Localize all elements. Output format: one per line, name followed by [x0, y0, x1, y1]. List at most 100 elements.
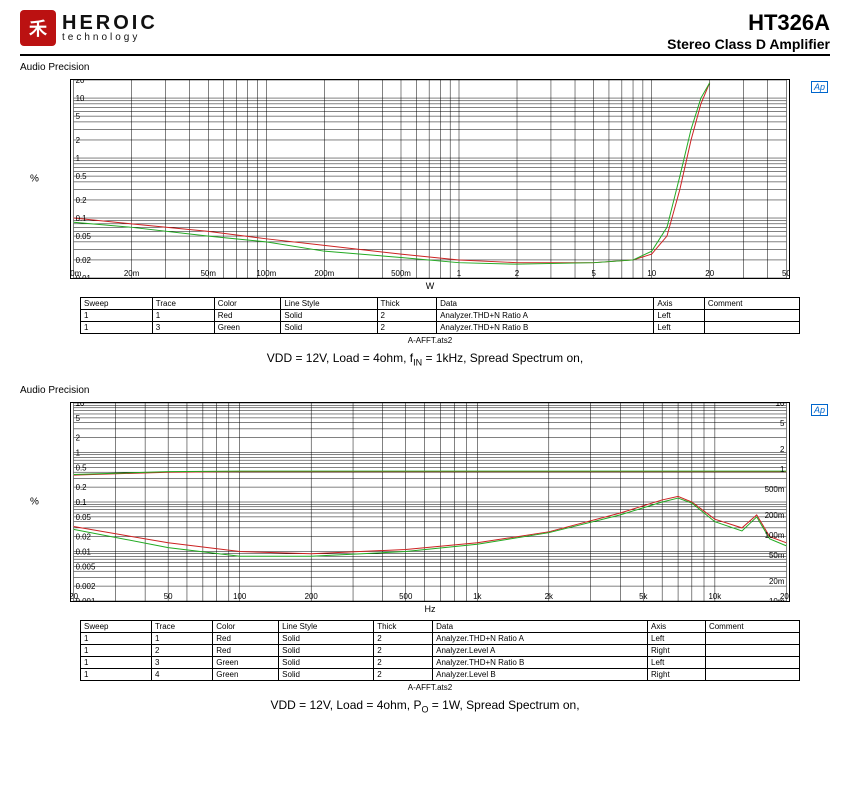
svg-text:20: 20: [76, 80, 85, 85]
chart1-cap-post: = 1kHz, Spread Spectrum on,: [422, 351, 583, 365]
chart1-caption: VDD = 12V, Load = 4ohm, fIN = 1kHz, Spre…: [20, 351, 830, 367]
svg-text:0.5: 0.5: [76, 464, 88, 473]
ap-label-1: Audio Precision: [20, 62, 830, 73]
logo-mark-icon: 禾: [20, 10, 56, 46]
svg-text:20m: 20m: [124, 269, 140, 278]
svg-text:500m: 500m: [765, 485, 785, 494]
svg-text:100m: 100m: [765, 531, 785, 540]
legend-col: Trace: [152, 298, 214, 310]
legend-col: Thick: [377, 298, 437, 310]
legend-col: Axis: [648, 621, 706, 633]
svg-text:200: 200: [305, 592, 319, 601]
svg-text:2: 2: [76, 434, 80, 443]
logo: 禾 HEROIC technology: [20, 10, 158, 46]
svg-text:100m: 100m: [256, 269, 276, 278]
chart2-cap-post: = 1W, Spread Spectrum on,: [428, 698, 579, 712]
svg-text:50m: 50m: [769, 551, 785, 560]
svg-text:0.005: 0.005: [76, 563, 96, 572]
svg-text:2k: 2k: [545, 592, 553, 601]
chart2-cap-pre: VDD = 12V, Load = 4ohm, P: [270, 698, 421, 712]
legend-row: 11RedSolid2Analyzer.THD+N Ratio ALeft: [81, 633, 800, 645]
ap-label-2: Audio Precision: [20, 385, 830, 396]
chart2: 20501002005001k2k5k10k20k0.0010.0020.005…: [70, 402, 790, 602]
svg-text:5: 5: [76, 414, 81, 423]
svg-text:0.002: 0.002: [76, 582, 96, 591]
chart1-cap-pre: VDD = 12V, Load = 4ohm, f: [267, 351, 413, 365]
svg-text:10: 10: [776, 403, 785, 408]
part-description: Stereo Class D Amplifier: [667, 36, 830, 52]
legend-col: Sweep: [81, 298, 153, 310]
svg-text:0.02: 0.02: [76, 256, 91, 265]
chart1-wrap: % 10m20m50m100m200m500m1251020500.010.02…: [70, 79, 830, 279]
svg-text:0.001: 0.001: [76, 597, 96, 601]
svg-text:2: 2: [515, 269, 519, 278]
svg-text:5: 5: [591, 269, 596, 278]
legend-col: Color: [213, 621, 279, 633]
svg-text:0.01: 0.01: [76, 548, 92, 557]
svg-text:200m: 200m: [765, 511, 785, 520]
svg-text:50: 50: [164, 592, 173, 601]
svg-text:50m: 50m: [201, 269, 217, 278]
svg-text:1: 1: [76, 449, 81, 458]
svg-text:20m: 20m: [769, 577, 785, 586]
legend-col: Trace: [151, 621, 212, 633]
svg-text:1: 1: [780, 465, 785, 474]
svg-text:10: 10: [76, 94, 85, 103]
svg-text:0.05: 0.05: [76, 513, 92, 522]
svg-text:5: 5: [76, 112, 81, 121]
legend-col: Comment: [704, 298, 799, 310]
svg-text:500: 500: [399, 592, 413, 601]
chart2-legend-table: SweepTraceColorLine StyleThickDataAxisCo…: [80, 620, 800, 681]
svg-text:100: 100: [233, 592, 247, 601]
svg-text:0.05: 0.05: [76, 232, 92, 241]
part-number: HT326A: [667, 10, 830, 36]
legend-col: Data: [433, 621, 648, 633]
svg-text:50: 50: [782, 269, 789, 278]
svg-text:0.2: 0.2: [76, 196, 87, 205]
svg-text:0.5: 0.5: [76, 172, 88, 181]
chart2-y-label: %: [30, 497, 39, 508]
legend-row: 13GreenSolid2Analyzer.THD+N Ratio BLeft: [81, 322, 800, 334]
svg-text:10k: 10k: [709, 592, 722, 601]
legend-col: Sweep: [81, 621, 152, 633]
svg-text:1: 1: [76, 154, 81, 163]
legend-row: 13GreenSolid2Analyzer.THD+N Ratio BLeft: [81, 657, 800, 669]
legend-col: Comment: [705, 621, 799, 633]
chart1-legend-table: SweepTraceColorLine StyleThickDataAxisCo…: [80, 297, 800, 334]
chart2-file: A-AFFT.ats2: [70, 683, 790, 692]
legend-col: Line Style: [281, 298, 377, 310]
svg-text:0.1: 0.1: [76, 498, 88, 507]
svg-text:2: 2: [76, 136, 80, 145]
chart2-caption: VDD = 12V, Load = 4ohm, PO = 1W, Spread …: [20, 698, 830, 714]
legend-col: Data: [437, 298, 654, 310]
ap-badge-icon-2: Ap: [811, 404, 828, 416]
chart1-y-label: %: [30, 174, 39, 185]
chart1-cap-sub: IN: [413, 357, 422, 367]
page-header: 禾 HEROIC technology HT326A Stereo Class …: [20, 10, 830, 56]
svg-text:2: 2: [780, 445, 784, 454]
svg-text:10: 10: [76, 403, 85, 408]
chart1-x-label: W: [70, 281, 790, 291]
chart2-x-label: Hz: [70, 604, 790, 614]
legend-row: 11RedSolid2Analyzer.THD+N Ratio ALeft: [81, 310, 800, 322]
ap-badge-icon: Ap: [811, 81, 828, 93]
brand-name: HEROIC: [62, 13, 158, 33]
svg-text:0.02: 0.02: [76, 533, 91, 542]
legend-col: Axis: [654, 298, 704, 310]
svg-text:5k: 5k: [639, 592, 647, 601]
legend-col: Thick: [374, 621, 433, 633]
svg-text:0.2: 0.2: [76, 483, 87, 492]
legend-row: 12RedSolid2Analyzer.Level ARight: [81, 645, 800, 657]
svg-text:1: 1: [457, 269, 462, 278]
chart1: 10m20m50m100m200m500m1251020500.010.020.…: [70, 79, 790, 279]
svg-text:0.01: 0.01: [76, 274, 92, 278]
svg-text:5: 5: [780, 419, 785, 428]
svg-text:500m: 500m: [391, 269, 411, 278]
chart2-wrap: % W 20501002005001k2k5k10k20k0.0010.0020…: [70, 402, 830, 602]
svg-text:1k: 1k: [473, 592, 481, 601]
svg-text:20: 20: [705, 269, 714, 278]
svg-text:0.1: 0.1: [76, 214, 88, 223]
legend-row: 14GreenSolid2Analyzer.Level BRight: [81, 669, 800, 681]
legend-col: Color: [214, 298, 281, 310]
svg-text:10m: 10m: [769, 597, 785, 601]
